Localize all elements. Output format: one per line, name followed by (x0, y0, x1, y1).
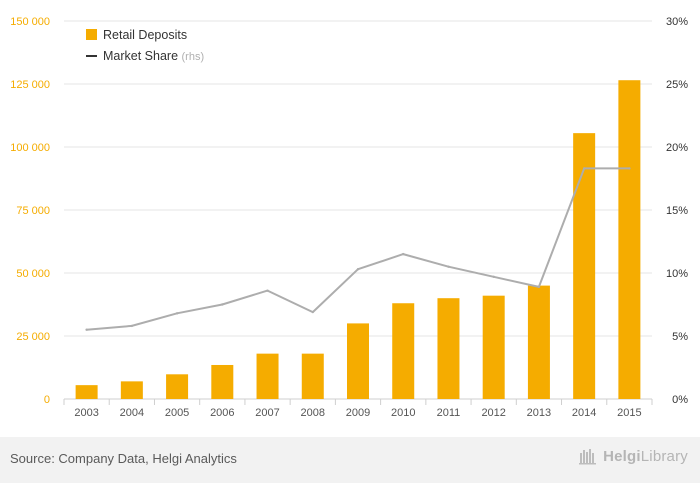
x-tick-label: 2003 (74, 407, 98, 419)
bar-retail-deposits[interactable] (618, 80, 641, 399)
x-tick-label: 2004 (120, 407, 144, 419)
bar-retail-deposits[interactable] (437, 298, 460, 399)
x-tick-label: 2015 (617, 407, 641, 419)
point-market-share[interactable] (266, 289, 269, 292)
point-market-share[interactable] (356, 268, 360, 271)
x-tick-label: 2010 (391, 407, 415, 419)
legend-label-market-share-suffix: (rhs) (182, 51, 205, 63)
bar-retail-deposits[interactable] (573, 133, 596, 399)
point-market-share[interactable] (628, 167, 631, 170)
bar-retail-deposits[interactable] (392, 303, 415, 399)
bar-retail-deposits[interactable] (120, 381, 143, 399)
helgi-library-logo[interactable]: Helgi Library (579, 447, 688, 465)
point-market-share[interactable] (582, 167, 586, 170)
y-left-tick-label: 125 000 (10, 79, 50, 91)
bar-retail-deposits[interactable] (166, 374, 189, 399)
x-tick-label: 2011 (437, 407, 461, 419)
y-left-tick-label: 100 000 (10, 142, 50, 154)
footer: Source: Company Data, Helgi Analytics He… (0, 437, 700, 483)
y-left-tick-label: 150 000 (10, 16, 50, 28)
y-right-tick-label: 0% (672, 394, 688, 406)
bar-retail-deposits[interactable] (75, 385, 98, 399)
source-note: Source: Company Data, Helgi Analytics (10, 451, 237, 466)
y-right-tick-label: 25% (666, 79, 688, 91)
point-market-share[interactable] (221, 303, 224, 306)
y-right-tick-label: 10% (666, 268, 688, 280)
legend-label-market-share-text: Market Share (103, 49, 182, 63)
y-left-tick-label: 75 000 (16, 205, 50, 217)
y-right-tick-label: 15% (666, 205, 688, 217)
bar-retail-deposits[interactable] (482, 295, 505, 399)
point-market-share[interactable] (537, 285, 541, 289)
bar-retail-deposits[interactable] (256, 353, 279, 399)
bar-retail-deposits[interactable] (211, 364, 234, 399)
x-tick-label: 2008 (301, 407, 325, 419)
x-tick-label: 2009 (346, 407, 370, 419)
x-tick-label: 2013 (527, 407, 551, 419)
bar-retail-deposits[interactable] (301, 353, 324, 399)
y-left-tick-label: 0 (44, 394, 50, 406)
legend-label-retail-deposits: Retail Deposits (103, 28, 187, 42)
x-tick-label: 2006 (210, 407, 234, 419)
point-market-share[interactable] (130, 324, 134, 328)
y-left-tick-label: 25 000 (16, 331, 50, 343)
point-market-share[interactable] (492, 275, 495, 278)
logo-text-library: Library (640, 447, 688, 465)
y-left-tick-label: 50 000 (16, 268, 50, 280)
point-market-share[interactable] (175, 312, 179, 315)
chart: 0 25 000 50 000 75 000 100 000 125 000 150 000… (10, 16, 688, 419)
logo-text: Helgi (603, 447, 641, 465)
point-market-share[interactable] (447, 265, 450, 268)
x-tick-label: 2012 (481, 407, 505, 419)
bar-retail-deposits[interactable] (527, 285, 550, 399)
point-market-share[interactable] (85, 328, 88, 331)
bookshelf-icon (579, 449, 597, 465)
x-tick-label: 2014 (572, 407, 596, 419)
legend-label-market-share: Market Share (rhs) (103, 49, 204, 63)
point-market-share[interactable] (402, 252, 405, 256)
y-right-tick-label: 5% (672, 331, 688, 343)
y-right-tick-label: 20% (666, 142, 688, 154)
x-tick-label: 2007 (255, 407, 279, 419)
legend-swatch-retail-deposits (86, 29, 97, 40)
bar-retail-deposits[interactable] (347, 323, 369, 399)
y-right-tick-label: 30% (666, 16, 688, 28)
point-market-share[interactable] (311, 310, 314, 314)
x-tick-label: 2005 (165, 407, 189, 419)
